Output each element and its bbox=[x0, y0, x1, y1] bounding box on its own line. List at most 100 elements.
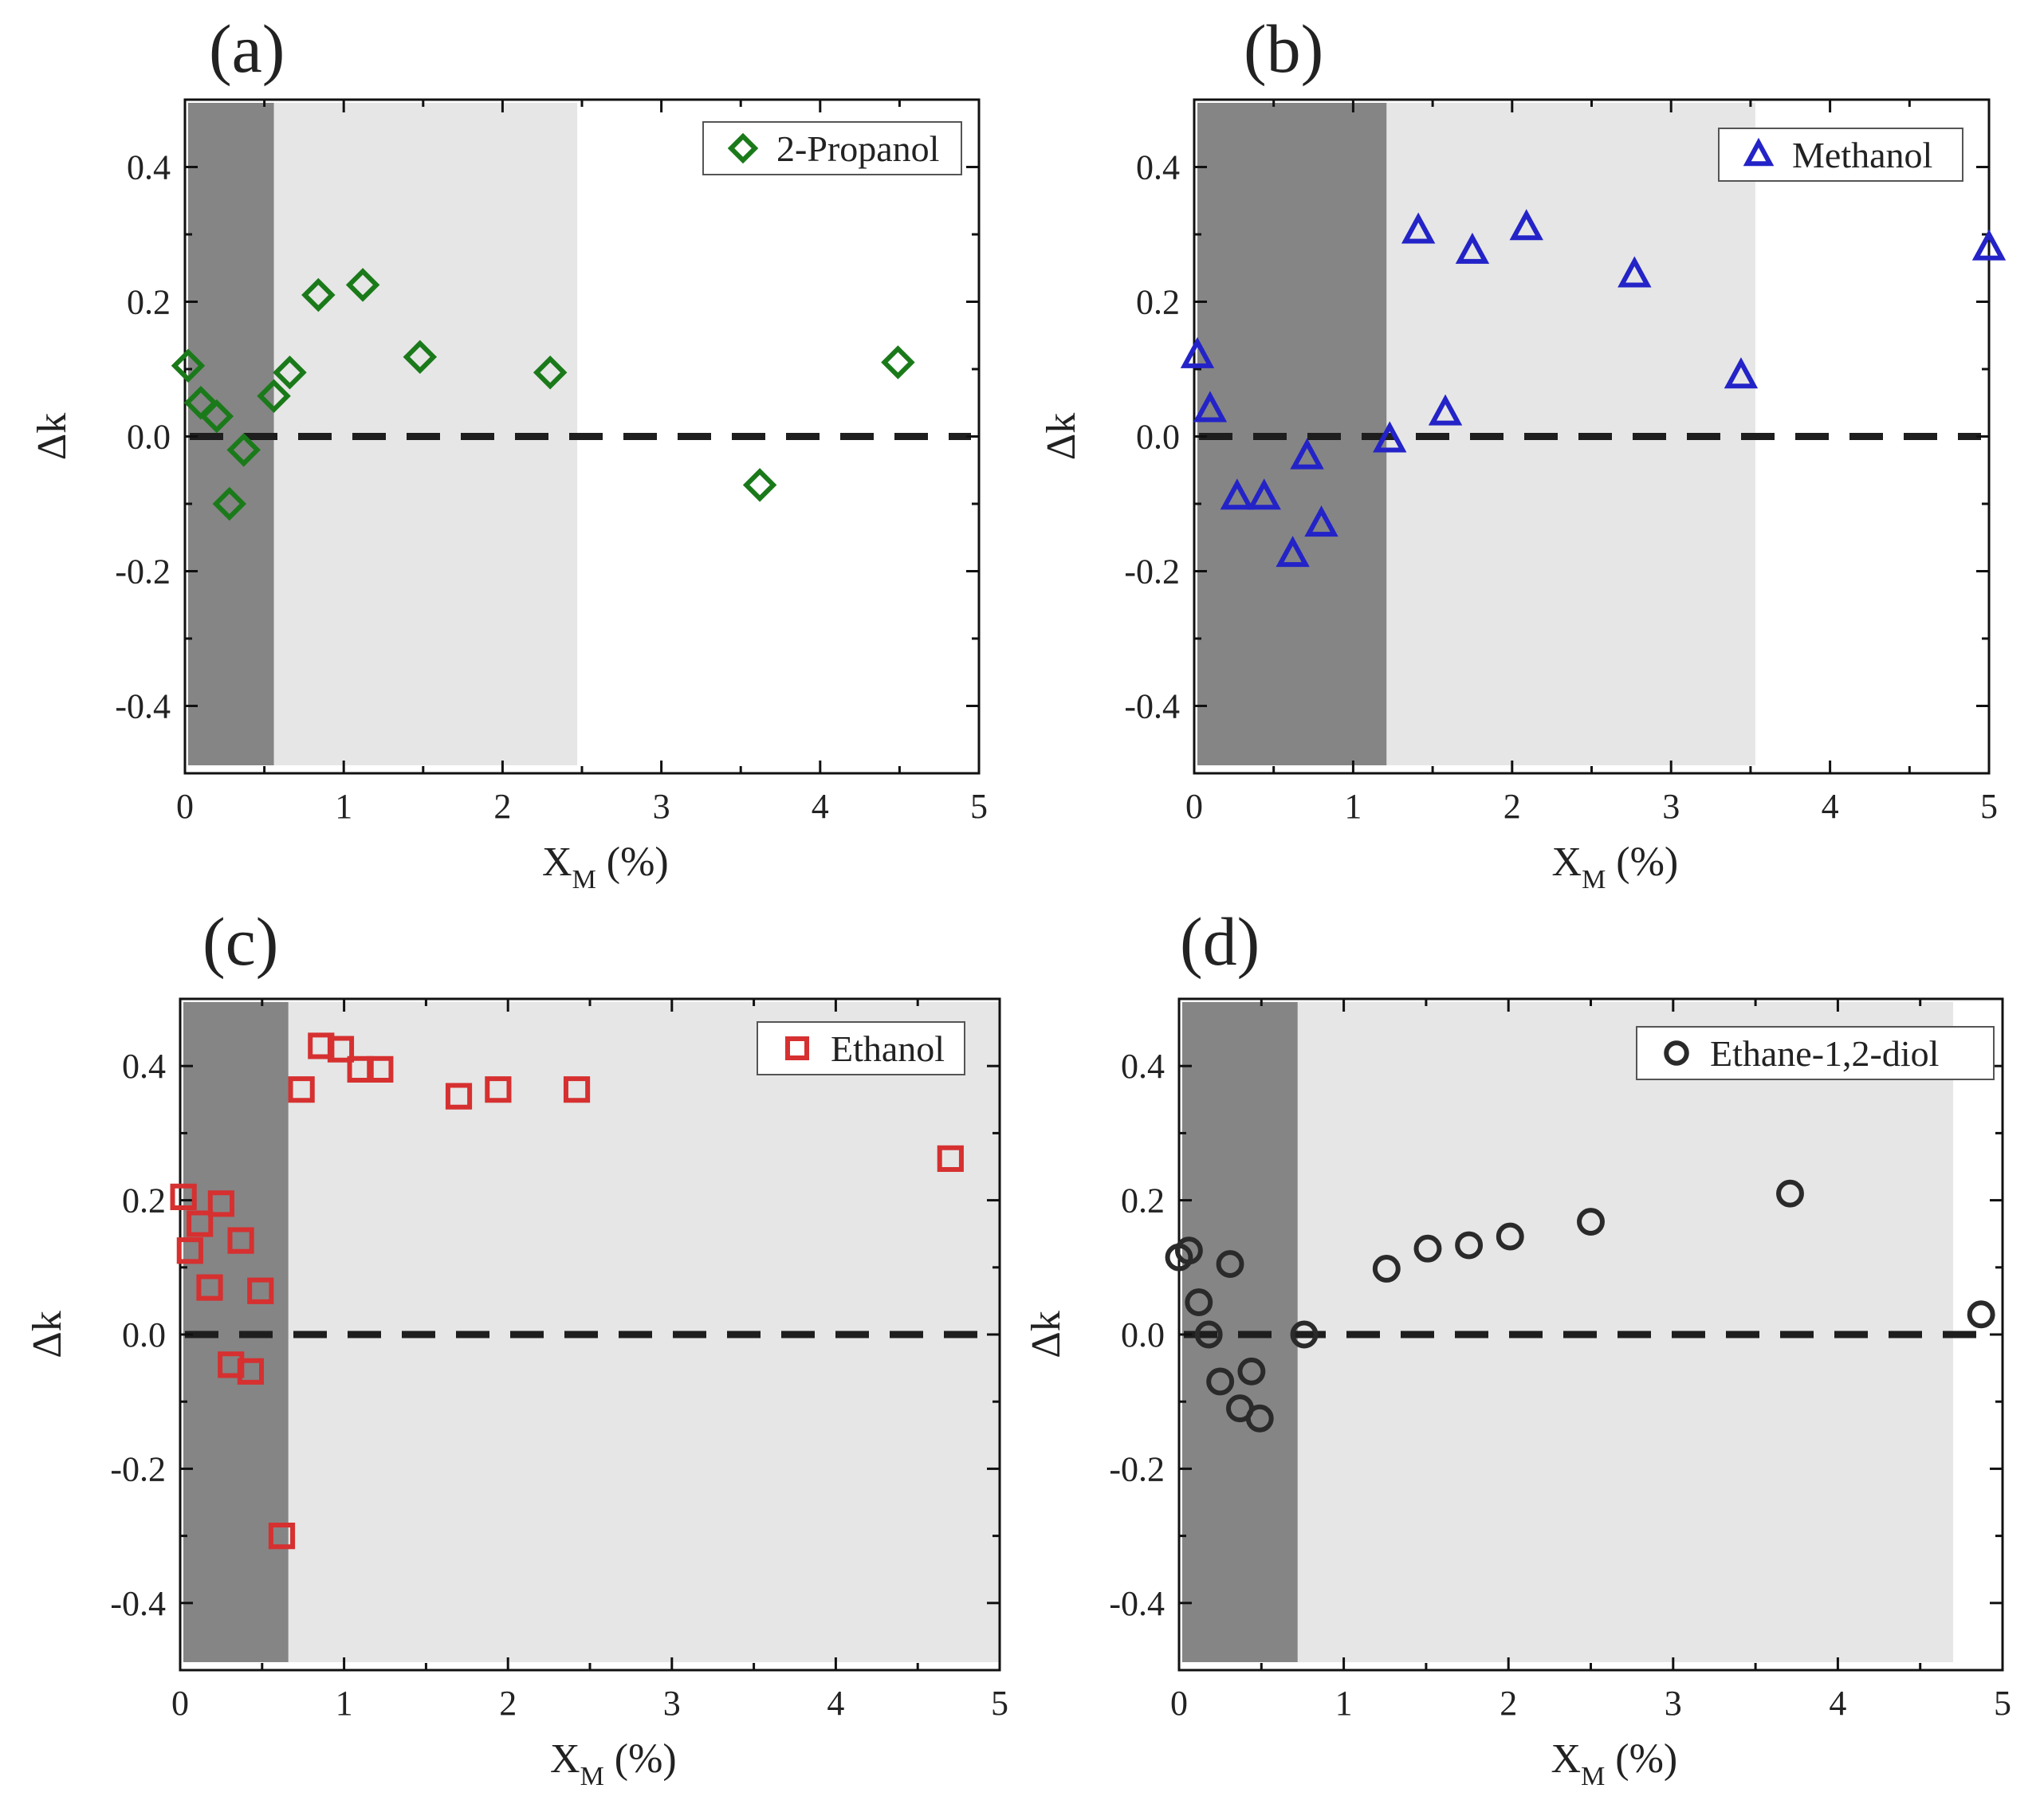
x-tick-label: 0 bbox=[1170, 1684, 1188, 1723]
legend-marker bbox=[1743, 137, 1775, 167]
x-tick-label: 5 bbox=[1980, 787, 1998, 826]
legend-box bbox=[757, 1021, 965, 1075]
x-tick-label: 1 bbox=[336, 1684, 353, 1723]
data-point bbox=[1509, 209, 1543, 241]
data-point bbox=[207, 1190, 234, 1217]
data-point bbox=[1194, 1320, 1223, 1349]
data-point bbox=[1776, 1179, 1804, 1208]
data-point bbox=[533, 355, 568, 390]
data-point bbox=[199, 399, 234, 434]
x-tick-label: 4 bbox=[1829, 1684, 1846, 1723]
y-axis-title: Δk bbox=[1024, 1311, 1069, 1358]
x-tick-label: 3 bbox=[653, 787, 670, 826]
data-point bbox=[1577, 1208, 1605, 1236]
data-point bbox=[1290, 438, 1324, 470]
data-point bbox=[1428, 394, 1463, 426]
legend-label: Methanol bbox=[1792, 135, 1932, 175]
panel-label: (a) bbox=[209, 10, 285, 87]
legend-box bbox=[1718, 128, 1963, 182]
x-tick-label: 2 bbox=[1504, 787, 1521, 826]
data-point bbox=[1180, 336, 1215, 368]
y-tick-label: 0.2 bbox=[122, 1181, 166, 1221]
x-tick-label: 0 bbox=[1185, 787, 1203, 826]
data-point bbox=[937, 1145, 964, 1172]
data-point bbox=[226, 433, 261, 467]
y-tick-label: -0.2 bbox=[1109, 1449, 1165, 1488]
data-point bbox=[1216, 1250, 1244, 1279]
legend-label: 2-Propanol bbox=[776, 128, 939, 169]
y-tick-label: 0.2 bbox=[1121, 1181, 1165, 1221]
data-point bbox=[1724, 357, 1759, 389]
x-tick-label: 5 bbox=[970, 787, 988, 826]
x-tick-label: 2 bbox=[499, 1684, 517, 1723]
x-tick-label: 0 bbox=[171, 1684, 189, 1723]
data-point bbox=[1174, 1236, 1203, 1265]
y-tick-label: -0.2 bbox=[1124, 552, 1180, 592]
legend-box bbox=[1636, 1026, 1995, 1080]
data-point bbox=[367, 1055, 394, 1083]
y-tick-label: 0.4 bbox=[1136, 148, 1180, 187]
y-axis-title: Δk bbox=[1039, 413, 1084, 460]
y-tick-label: -0.4 bbox=[115, 687, 171, 726]
data-series bbox=[171, 268, 915, 521]
data-point bbox=[1372, 1255, 1401, 1283]
data-series bbox=[170, 1032, 964, 1550]
data-point bbox=[273, 355, 307, 390]
x-axis-title: XM (%) bbox=[1551, 1736, 1678, 1791]
x-tick-label: 5 bbox=[991, 1684, 1008, 1723]
data-point bbox=[288, 1076, 315, 1103]
data-point bbox=[301, 277, 336, 313]
data-point bbox=[1455, 232, 1490, 264]
x-tick-label: 3 bbox=[1665, 1684, 1682, 1723]
data-point bbox=[212, 486, 247, 521]
legend-marker bbox=[727, 132, 759, 164]
data-point bbox=[1304, 505, 1338, 537]
y-tick-label: 0.4 bbox=[122, 1047, 166, 1086]
x-tick-label: 5 bbox=[1994, 1684, 2011, 1723]
data-series bbox=[1165, 1179, 1995, 1433]
data-point bbox=[257, 379, 291, 414]
x-tick-label: 2 bbox=[1500, 1684, 1517, 1723]
data-point bbox=[227, 1227, 254, 1254]
y-tick-label: 0.0 bbox=[1121, 1315, 1165, 1354]
x-tick-label: 4 bbox=[827, 1684, 844, 1723]
data-point bbox=[1290, 1320, 1319, 1349]
data-point bbox=[1206, 1367, 1235, 1396]
x-tick-label: 2 bbox=[493, 787, 511, 826]
data-point bbox=[1413, 1234, 1442, 1263]
y-tick-label: 0.4 bbox=[1121, 1047, 1165, 1086]
legend: Ethane-1,2-diol bbox=[1636, 1026, 1995, 1080]
legend-marker bbox=[785, 1036, 809, 1060]
data-point bbox=[742, 468, 777, 502]
data-point bbox=[1185, 1288, 1213, 1317]
data-point bbox=[1247, 478, 1281, 510]
y-tick-label: -0.4 bbox=[110, 1584, 166, 1623]
legend-box bbox=[702, 121, 962, 175]
y-tick-label: -0.2 bbox=[110, 1449, 166, 1488]
data-point bbox=[881, 345, 915, 379]
y-tick-label: 0.0 bbox=[122, 1315, 166, 1354]
x-tick-label: 3 bbox=[663, 1684, 681, 1723]
legend: Methanol bbox=[1718, 128, 1963, 182]
data-point bbox=[1971, 229, 2007, 261]
panel-a: 0 1 2 3 4 5 -0.4 -0.2 0.0 0.2 0.4 (a) Δk XM (%) 2-Prop… bbox=[29, 10, 988, 894]
data-point bbox=[247, 1277, 274, 1304]
data-point bbox=[268, 1523, 296, 1550]
data-point bbox=[1496, 1222, 1524, 1251]
y-axis-title: Δk bbox=[29, 413, 75, 460]
x-tick-label: 1 bbox=[335, 787, 352, 826]
data-point bbox=[1193, 391, 1228, 423]
data-point bbox=[176, 1237, 203, 1264]
data-point bbox=[1373, 421, 1407, 453]
y-tick-label: -0.4 bbox=[1109, 1584, 1165, 1623]
y-tick-label: 0.2 bbox=[1136, 283, 1180, 322]
legend-label: Ethane-1,2-diol bbox=[1710, 1033, 1939, 1074]
y-tick-label: 0.0 bbox=[1136, 418, 1180, 457]
data-point bbox=[237, 1358, 265, 1385]
data-series bbox=[1180, 209, 2007, 568]
data-point bbox=[1245, 1404, 1274, 1433]
x-tick-label: 4 bbox=[1822, 787, 1839, 826]
x-tick-label: 0 bbox=[176, 787, 194, 826]
data-point bbox=[171, 348, 206, 383]
